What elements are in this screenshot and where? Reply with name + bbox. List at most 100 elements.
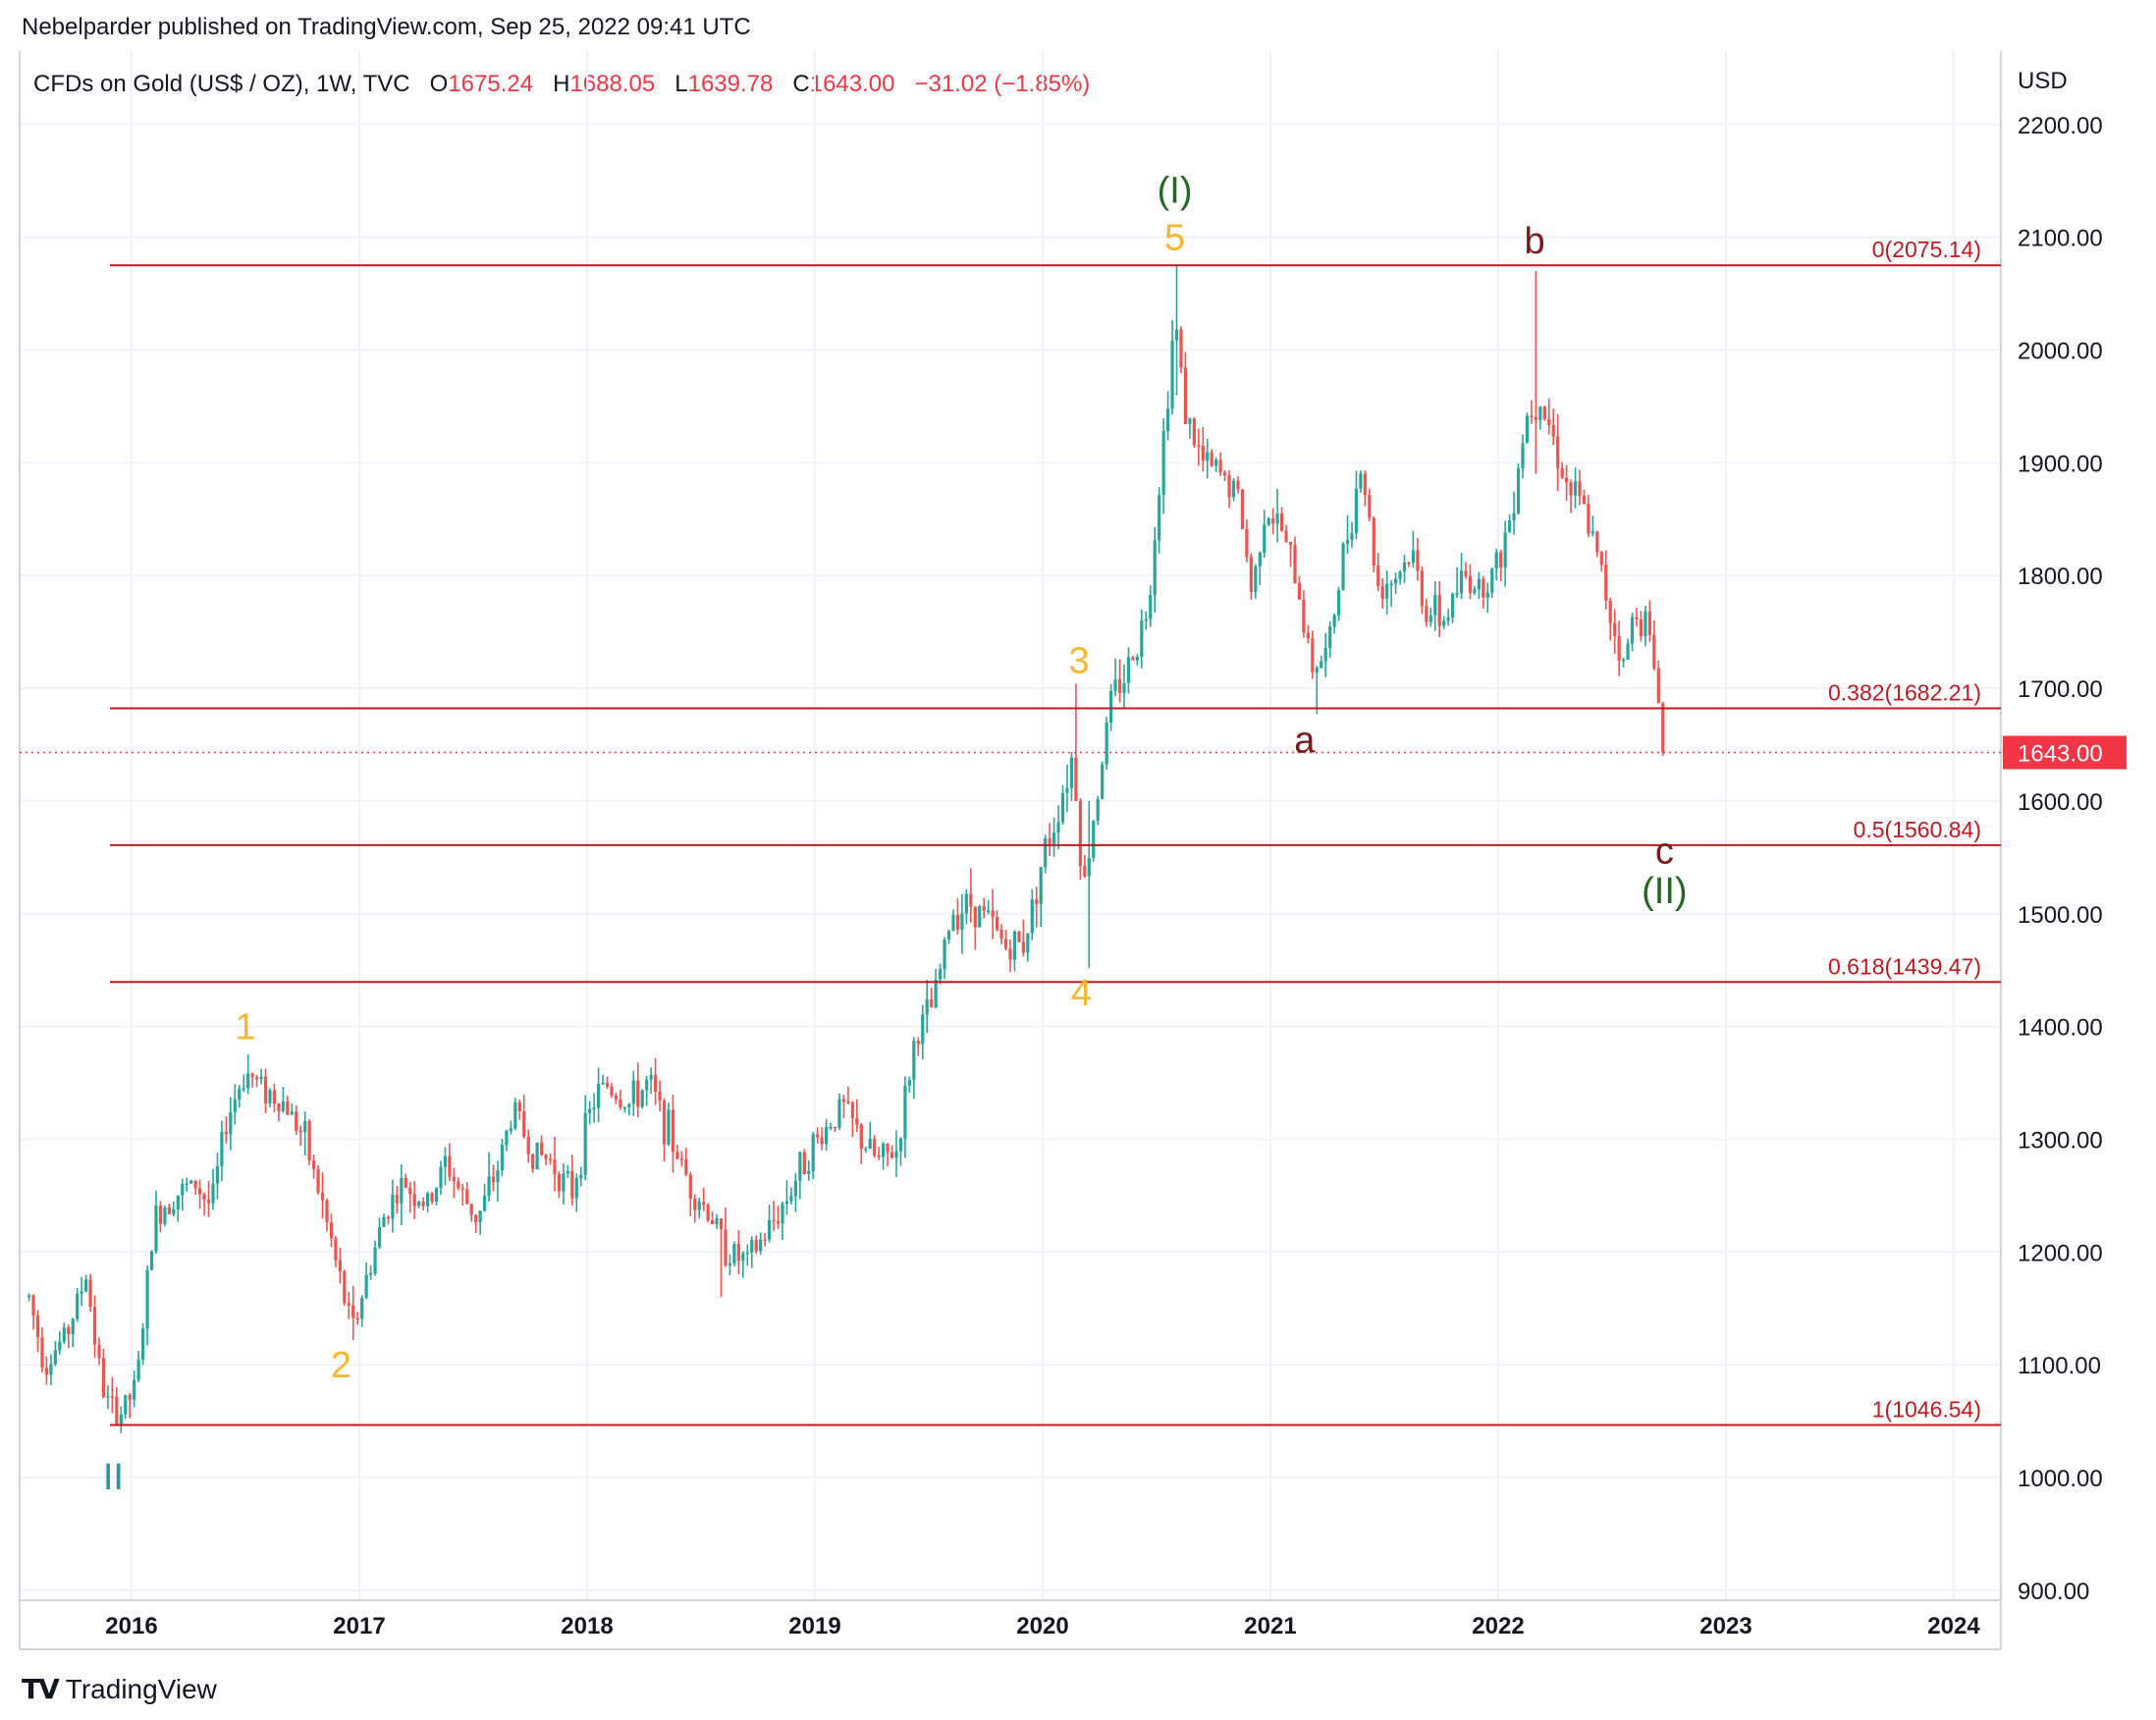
candle-body (1451, 593, 1455, 618)
candle-body (181, 1184, 185, 1196)
candle-body (478, 1210, 482, 1223)
candle-body (1197, 445, 1201, 447)
candle-body (789, 1196, 793, 1202)
candle-body (898, 1138, 903, 1152)
candle-body (334, 1238, 338, 1261)
candle-body (781, 1204, 784, 1224)
symbol-name[interactable]: CFDs on Gold (US$ / OZ), 1W, TVC (33, 71, 410, 97)
tradingview-brand[interactable]: TV TradingView (22, 1673, 217, 1705)
candle-body (982, 906, 986, 911)
candle-body (295, 1111, 298, 1131)
candle-body (837, 1099, 841, 1128)
tradingview-logo-icon: TV (22, 1673, 60, 1705)
candle-body (1389, 583, 1393, 586)
candle-body (1140, 620, 1144, 658)
candle-body (754, 1240, 758, 1252)
wave-label: (I) (1158, 170, 1193, 211)
candle-body (1113, 678, 1117, 691)
candle-body (601, 1083, 605, 1085)
candle-body (916, 1041, 920, 1045)
candle-body (930, 998, 934, 1008)
brand-label: TradingView (65, 1673, 217, 1704)
candle-body (1083, 866, 1087, 877)
candle-body (614, 1095, 619, 1100)
candle-body (719, 1218, 724, 1230)
candle-body (1525, 415, 1530, 444)
candle-body (925, 998, 929, 1015)
candle-body (1060, 792, 1065, 823)
candle-body (386, 1216, 391, 1219)
fib-level-label: 0.382(1682.21) (1828, 679, 1981, 705)
candle-body (290, 1111, 294, 1115)
candle-body (1320, 661, 1323, 669)
candle-body (1231, 480, 1236, 498)
candle-body (206, 1199, 211, 1204)
candle-body (1044, 837, 1048, 868)
candle-body (829, 1127, 833, 1129)
candle-body (268, 1090, 272, 1103)
candle-body (27, 1295, 31, 1298)
candle-body (1402, 563, 1407, 572)
candle-body (610, 1086, 614, 1096)
candle-body (763, 1239, 767, 1242)
candle-body (347, 1303, 350, 1306)
candle-body (579, 1175, 583, 1179)
candle-body (224, 1132, 228, 1135)
candle-body (250, 1073, 254, 1078)
candle-body (679, 1158, 683, 1160)
candle-body (426, 1193, 430, 1207)
candle-body (1096, 798, 1100, 822)
candle-body (1179, 329, 1183, 368)
candle-body (391, 1195, 395, 1219)
wave-label: 3 (1069, 640, 1090, 681)
candle-body (825, 1127, 829, 1145)
x-tick-label: 2019 (788, 1613, 840, 1639)
candle-body (1174, 329, 1179, 341)
candle-body (1407, 563, 1411, 564)
candle-body (934, 979, 938, 1008)
candle-body (1499, 552, 1503, 568)
candle-body (903, 1085, 907, 1139)
candle-body (452, 1176, 456, 1182)
candle-body (943, 940, 946, 970)
candle-body (1074, 757, 1078, 801)
candle-body (1656, 668, 1660, 704)
candle-body (715, 1218, 719, 1225)
candle-body (31, 1295, 35, 1316)
candle-body (1131, 657, 1135, 661)
candle-body (1280, 512, 1284, 531)
candle-body (991, 910, 995, 918)
candle-body (1337, 590, 1341, 616)
candle-body (67, 1327, 71, 1334)
candle-body (496, 1170, 500, 1183)
candle-body (820, 1137, 824, 1145)
candle-body (946, 931, 951, 941)
candle-body (133, 1379, 136, 1400)
candle-body (1521, 443, 1525, 469)
candle-body (457, 1181, 460, 1189)
candle-body (119, 1414, 123, 1425)
candle-body (631, 1080, 635, 1104)
candle-body (1240, 489, 1245, 529)
last-price-label: 1643.00 (2018, 741, 2103, 768)
candle-body (220, 1132, 224, 1166)
candle-body (124, 1394, 128, 1415)
change-value: −31.02 (−1.85%) (914, 71, 1091, 97)
candle-body (1153, 540, 1157, 596)
candle-body (1560, 467, 1564, 478)
candle-body (1258, 552, 1262, 566)
candle-body (1635, 617, 1639, 619)
candle-body (351, 1305, 355, 1318)
candle-body (1323, 647, 1327, 662)
candle-body (62, 1327, 66, 1342)
candle-body (889, 1152, 894, 1158)
candle-body (877, 1155, 881, 1157)
fib-level-label: 1(1046.54) (1872, 1397, 1981, 1423)
candle-body (684, 1158, 688, 1175)
candle-body (229, 1111, 233, 1135)
candle-body (1126, 657, 1131, 683)
candle-body (505, 1130, 509, 1146)
last-price-tag (2003, 735, 2127, 770)
candle-body (548, 1158, 553, 1160)
